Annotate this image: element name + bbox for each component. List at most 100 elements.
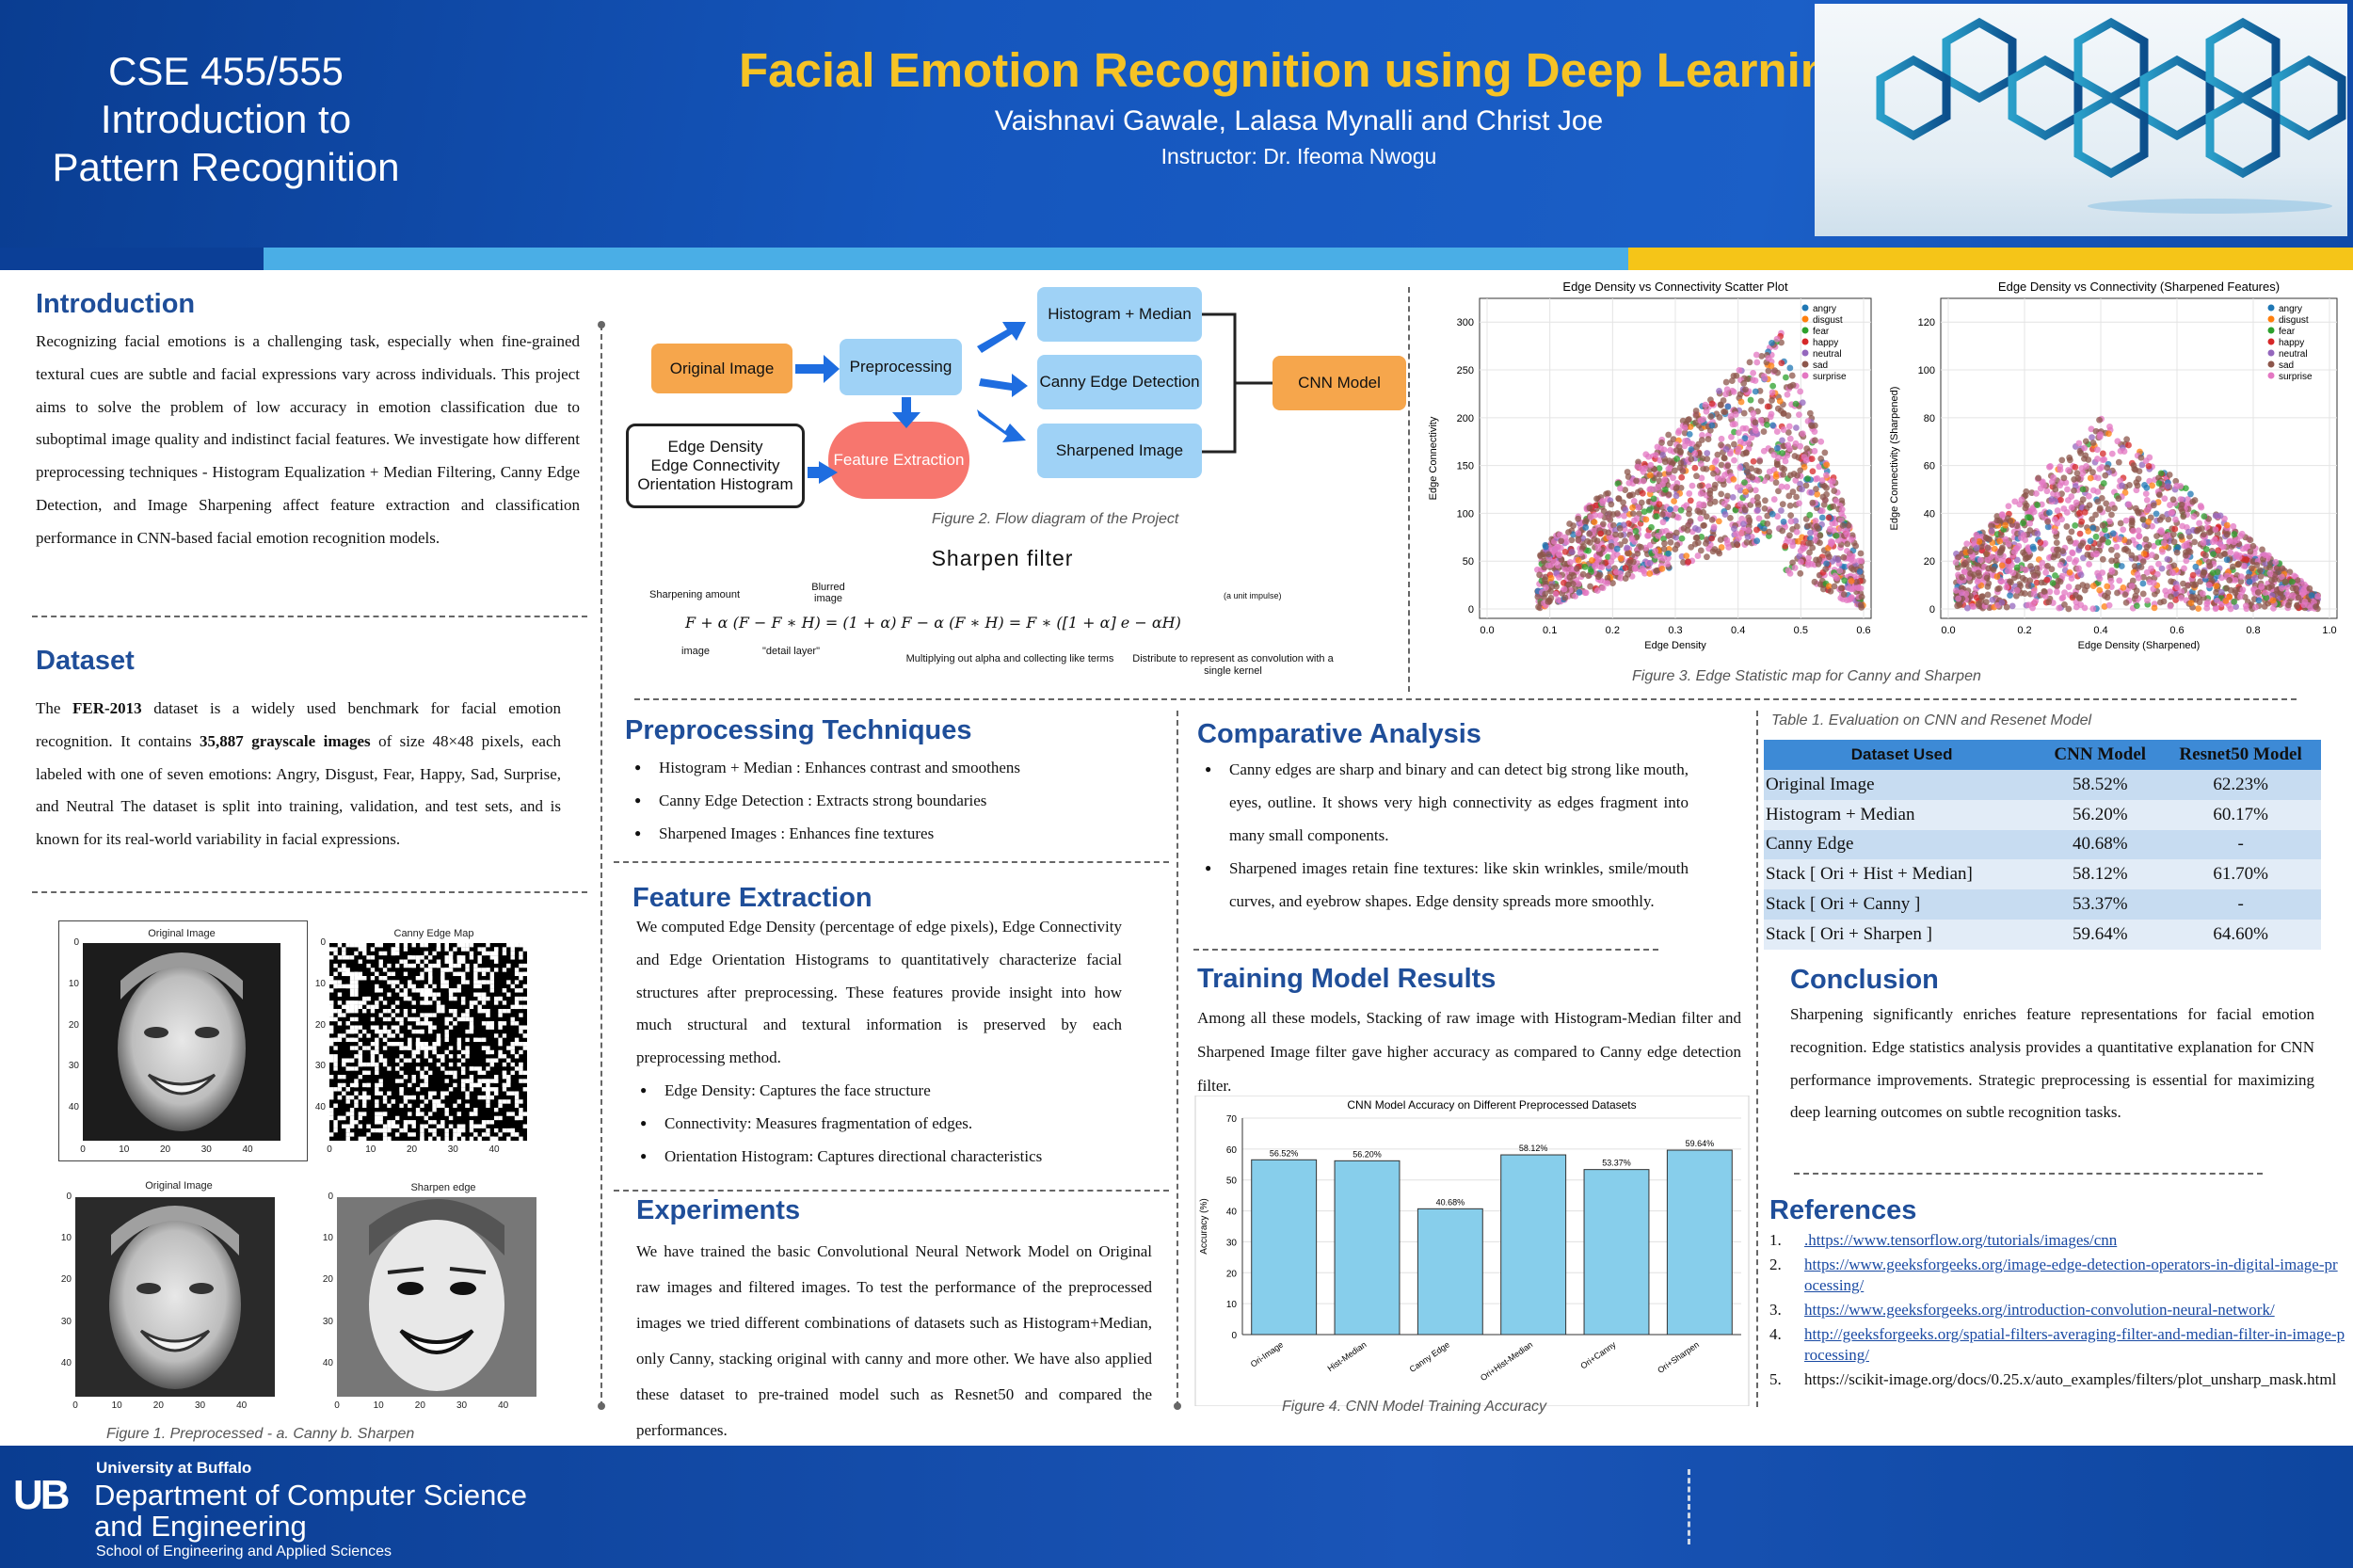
svg-text:disgust: disgust (2279, 315, 2309, 326)
svg-text:0: 0 (1929, 604, 1935, 616)
bar-label: 59.64% (1686, 1139, 1715, 1148)
table-cell: 60.17% (2160, 799, 2321, 830)
svg-text:100: 100 (1918, 365, 1935, 376)
poster-title: Facial Emotion Recognition using Deep Le… (738, 43, 1860, 97)
tick-label: 20 (414, 1400, 425, 1411)
svg-text:150: 150 (1457, 461, 1474, 472)
svg-text:sad: sad (1813, 360, 1828, 371)
reference-link[interactable]: .https://www.tensorflow.org/tutorials/im… (1804, 1231, 2118, 1249)
table-row: Stack [ Ori + Canny ] 53.37% - (1764, 889, 2321, 920)
header-stripe (1628, 248, 2353, 270)
table-cell: Stack [ Ori + Canny ] (1764, 889, 2041, 920)
school-name: School of Engineering and Applied Scienc… (96, 1544, 392, 1560)
svg-text:0.0: 0.0 (1941, 625, 1955, 636)
bar-label: 53.37% (1602, 1159, 1631, 1168)
canny-edge-box: Canny Edge Detection (1037, 355, 1202, 409)
references-heading: References (1769, 1195, 1917, 1225)
tick-label: 20 (68, 1019, 79, 1031)
scatter-plot-canny: Edge Density vs Connectivity Scatter Plo… (1428, 280, 1872, 651)
edge-features-box: Edge Density Edge Connectivity Orientati… (626, 424, 805, 508)
tick-label: 20 (159, 1144, 171, 1155)
svg-text:1.0: 1.0 (2322, 625, 2336, 636)
table-cell: 64.60% (2160, 919, 2321, 950)
svg-text:Edge Density vs Connectivity (: Edge Density vs Connectivity (Sharpened … (1998, 280, 2280, 294)
header-stripe (0, 248, 264, 270)
tick-label: 0 (80, 1144, 86, 1155)
department-name: Department of Computer Science and Engin… (94, 1479, 528, 1543)
footer: UB University at Buffalo Department of C… (0, 1446, 2353, 1568)
bar-label: 58.12% (1519, 1144, 1548, 1153)
divider (1193, 949, 1658, 951)
svg-text:80: 80 (1924, 413, 1935, 424)
svg-text:Accuracy (%): Accuracy (%) (1199, 1198, 1209, 1254)
svg-text:60: 60 (1924, 461, 1935, 472)
table-cell: 59.64% (2040, 919, 2161, 950)
bar (1251, 1159, 1318, 1336)
reference-item: 1. .https://www.tensorflow.org/tutorials/… (1769, 1231, 2118, 1249)
table-cell: 61.70% (2160, 859, 2321, 890)
reference-link[interactable]: http://geeksforgeeks.org/spatial-filters… (1804, 1325, 2345, 1364)
preprocessing-heading: Preprocessing Techniques (625, 715, 972, 745)
dataset-text: The FER-2013 dataset is a widely used be… (36, 699, 561, 849)
table-cell: - (2160, 829, 2321, 860)
divider (32, 891, 587, 893)
tick-label: 30 (200, 1144, 212, 1155)
tick-label: 30 (322, 1316, 333, 1327)
table-cell: - (2160, 889, 2321, 920)
tick-label: 30 (68, 1061, 79, 1072)
svg-text:120: 120 (1918, 317, 1935, 328)
svg-text:Edge Density (Sharpened): Edge Density (Sharpened) (2078, 640, 2201, 651)
bar-label: 56.20% (1353, 1149, 1382, 1159)
sharpen-equation: F + α (F − F ∗ H) = (1 + α) F − α (F ∗ H… (685, 614, 1181, 632)
tick-label: 40 (242, 1144, 253, 1155)
figure-3-caption: Figure 3. Edge Statistic map for Canny a… (1632, 668, 1981, 684)
experiments-heading: Experiments (636, 1195, 801, 1225)
feature-extraction-heading: Feature Extraction (632, 883, 872, 913)
bar (1583, 1169, 1650, 1336)
sharpen-filter-title: Sharpen filter (931, 546, 1074, 570)
conclusion-text: Sharpening significantly enriches featur… (1790, 1005, 2314, 1122)
tick-label: 10 (314, 978, 326, 989)
svg-text:sad: sad (2279, 360, 2294, 371)
tick-label: 30 (447, 1144, 458, 1155)
bar (1417, 1208, 1483, 1336)
svg-text:happy: happy (1813, 338, 1838, 348)
label-multiply: Multiplying out alpha and collecting lik… (905, 653, 1114, 664)
original-face-image (83, 943, 280, 1141)
table-1-caption: Table 1. Evaluation on CNN and Resenet M… (1771, 712, 2092, 728)
table-cell: 53.37% (2040, 889, 2161, 920)
svg-text:10: 10 (1226, 1300, 1238, 1310)
reference-link[interactable]: https://www.geeksforgeeks.org/introducti… (1804, 1301, 2275, 1319)
tick-label: 0 (320, 937, 326, 948)
svg-text:surprise: surprise (2279, 372, 2313, 382)
feature-extraction-text: We computed Edge Density (percentage of … (636, 918, 1122, 1067)
divider (32, 616, 587, 617)
introduction-heading: Introduction (36, 289, 196, 319)
column-divider (600, 325, 602, 1407)
svg-text:50: 50 (1463, 556, 1474, 568)
svg-text:40: 40 (1924, 508, 1935, 520)
tick-label: 20 (322, 1274, 333, 1286)
svg-text:neutral: neutral (1813, 349, 1842, 360)
table-cell: Stack [ Ori + Hist + Median] (1764, 859, 2041, 890)
svg-text:0.6: 0.6 (2169, 625, 2184, 636)
tick-label: 40 (314, 1102, 326, 1112)
tick-label: 10 (68, 978, 79, 989)
header-stripe (264, 248, 1628, 270)
table-header: CNN Model (2040, 740, 2161, 770)
table-header: Resnet50 Model (2160, 740, 2321, 770)
list-item: Connectivity: Measures fragmentation of … (636, 1107, 1163, 1140)
canny-edge-map-image (329, 943, 527, 1141)
tick-label: 0 (328, 1192, 333, 1202)
reference-item: 3. https://www.geeksforgeeks.org/introduc… (1769, 1301, 2275, 1319)
comparative-analysis-heading: Comparative Analysis (1197, 719, 1481, 749)
divider (614, 1190, 1169, 1192)
reference-link[interactable]: https://www.geeksforgeeks.org/image-edge… (1804, 1256, 2338, 1294)
svg-text:0.3: 0.3 (1668, 625, 1682, 636)
tick-label: 20 (406, 1144, 418, 1155)
column-divider (1408, 287, 1410, 692)
label-unit-impulse: (a unit impulse) (1224, 591, 1282, 600)
accuracy-bar-chart: CNN Model Accuracy on Different Preproce… (1194, 1096, 1750, 1406)
svg-text:0.4: 0.4 (1731, 625, 1745, 636)
bar-label: 56.52% (1270, 1148, 1299, 1158)
